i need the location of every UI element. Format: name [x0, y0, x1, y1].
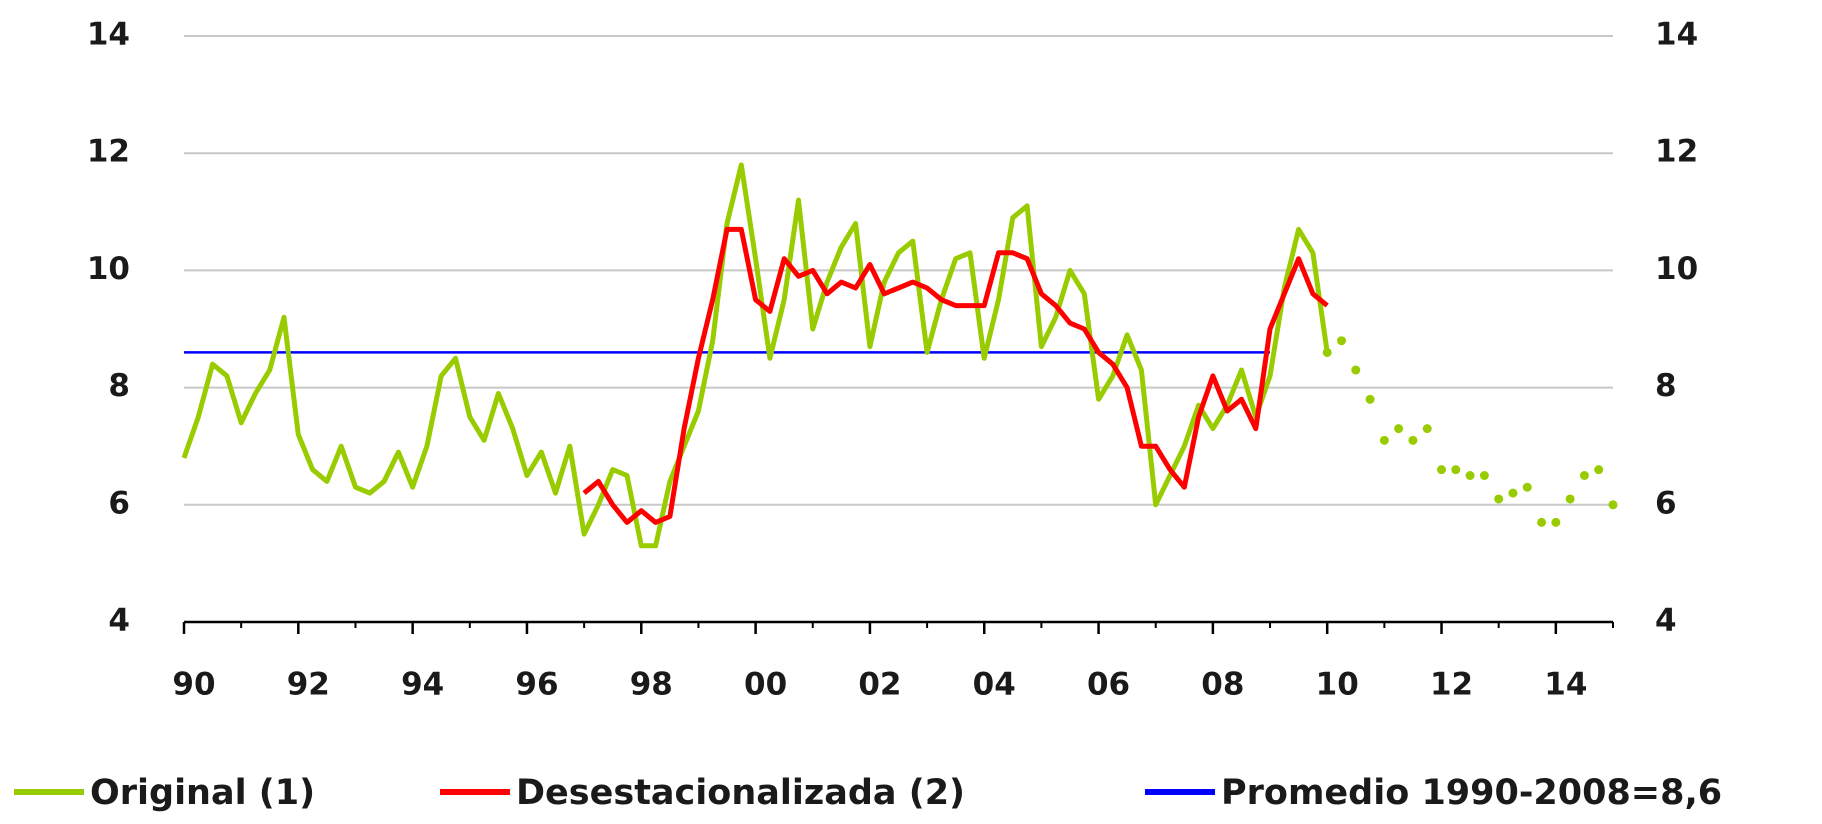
forecast-point: [1608, 500, 1618, 510]
forecast-point: [1451, 465, 1461, 475]
forecast-point: [1522, 482, 1532, 492]
y2-tick-label: 4: [1655, 603, 1677, 639]
forecast-point: [1594, 465, 1604, 475]
legend-label: Desestacionalizada (2): [516, 773, 965, 813]
forecast-point: [1365, 394, 1375, 404]
x-tick-label: 92: [287, 667, 330, 703]
forecast-point: [1551, 517, 1561, 527]
forecast-point: [1479, 471, 1489, 480]
forecast-point: [1565, 494, 1575, 504]
forecast-point: [1465, 471, 1475, 480]
x-tick-label: 90: [172, 667, 215, 703]
y2-tick-label: 8: [1655, 368, 1677, 404]
y-tick-label: 10: [87, 251, 130, 287]
y-tick-label: 14: [87, 17, 130, 53]
forecast-point: [1394, 424, 1404, 434]
forecast-point: [1322, 347, 1332, 357]
y2-tick-label: 14: [1655, 17, 1698, 53]
forecast-point: [1351, 365, 1361, 375]
forecast-point: [1422, 424, 1432, 434]
series-line: [181, 162, 1330, 549]
forecast-point: [1336, 336, 1346, 346]
y2-tick-label: 6: [1655, 485, 1677, 521]
legend-label: Promedio 1990-2008=8,6: [1221, 773, 1722, 813]
x-tick-label: 08: [1201, 667, 1244, 703]
x-tick-label: 96: [515, 667, 558, 703]
y2-tick-label: 10: [1655, 251, 1698, 287]
forecast-point: [1494, 494, 1504, 504]
x-tick-label: 04: [973, 667, 1016, 703]
forecast-point: [1379, 435, 1389, 445]
x-tick-label: 14: [1544, 667, 1587, 703]
y-tick-label: 8: [108, 368, 130, 404]
forecast-point: [1508, 488, 1518, 498]
y-tick-label: 6: [108, 485, 130, 521]
x-tick-label: 10: [1316, 667, 1359, 703]
forecast-point: [1579, 471, 1589, 480]
x-tick-label: 12: [1430, 667, 1473, 703]
series-line: [582, 226, 1329, 525]
x-tick-label: 06: [1087, 667, 1130, 703]
forecast-point: [1408, 435, 1418, 445]
forecast-point: [1537, 517, 1547, 527]
forecast-point: [1437, 465, 1447, 475]
y2-tick-label: 12: [1655, 134, 1698, 170]
x-tick-label: 94: [401, 667, 444, 703]
x-tick-label: 98: [630, 667, 673, 703]
y-tick-label: 4: [108, 603, 130, 639]
x-tick-label: 00: [744, 667, 787, 703]
legend-label: Original (1): [90, 773, 315, 813]
y-tick-label: 12: [87, 134, 130, 170]
x-tick-label: 02: [858, 667, 901, 703]
